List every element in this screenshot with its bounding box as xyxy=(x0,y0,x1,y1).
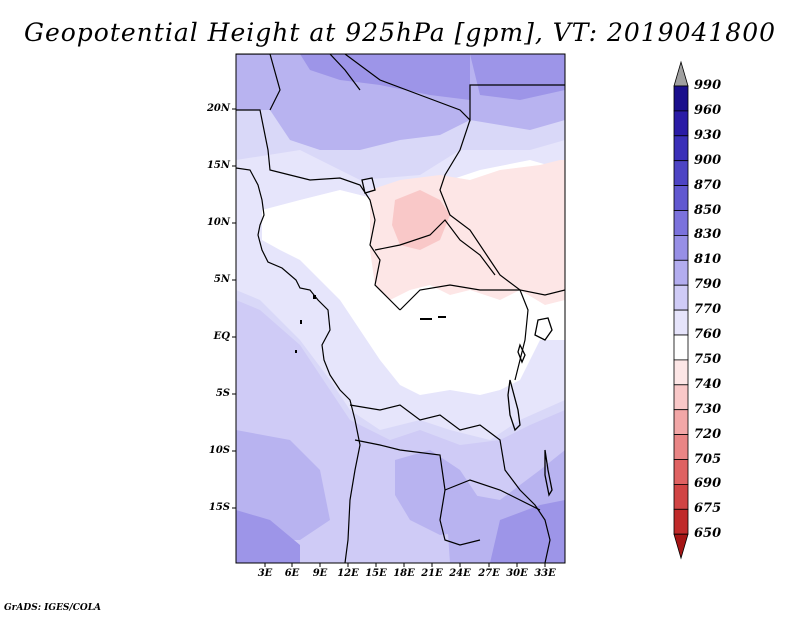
field-830-se xyxy=(490,500,565,563)
colorbar-swatch-675 xyxy=(673,508,689,535)
map-plot xyxy=(236,54,565,563)
colorbar-bottom-arrow xyxy=(673,533,689,560)
lon-label-9e: 9E xyxy=(312,568,328,579)
colorbar xyxy=(673,60,689,560)
lat-ticks xyxy=(232,108,236,509)
field-740 xyxy=(392,190,450,250)
colorbar-label-790: 790 xyxy=(694,277,722,293)
border-north-misc xyxy=(236,54,281,111)
lakes xyxy=(361,177,553,497)
field-830-north xyxy=(300,54,470,100)
colorbar-label-690: 690 xyxy=(694,476,722,492)
colorbar-label-750: 750 xyxy=(694,351,722,367)
lon-label-6e: 6E xyxy=(284,568,300,579)
colorbar-swatch-830 xyxy=(673,234,689,261)
field-810-nw xyxy=(236,54,300,95)
colorbar-swatch-730 xyxy=(673,409,689,436)
field-830-sw xyxy=(236,510,300,563)
lat-label-5n: 5N xyxy=(213,274,230,285)
lon-label-27e: 27E xyxy=(478,568,500,579)
colorbar-label-650: 650 xyxy=(694,526,722,542)
lat-label-20n: 20N xyxy=(206,103,230,114)
boundaries xyxy=(236,54,565,563)
colorbar-swatch-770 xyxy=(673,309,689,336)
colorbar-label-960: 960 xyxy=(694,102,722,118)
lat-label-10s: 10S xyxy=(208,445,230,456)
lat-label-15s: 15S xyxy=(208,502,230,513)
colorbar-label-900: 900 xyxy=(694,152,722,168)
colorbar-swatch-705 xyxy=(673,459,689,485)
colorbar-swatch-720 xyxy=(673,434,689,460)
colorbar-swatch-930 xyxy=(673,135,689,162)
lake-victoria xyxy=(534,317,553,341)
grads-credit: GrADS: IGES/COLA xyxy=(4,603,102,613)
lat-label-5s: 5S xyxy=(215,388,230,399)
lake-tanganyika xyxy=(507,379,521,432)
lon-label-12e: 12E xyxy=(337,568,359,579)
lake-albert xyxy=(517,343,526,364)
border-car xyxy=(374,219,496,276)
colorbar-label-810: 810 xyxy=(694,252,722,268)
coastline xyxy=(236,167,361,563)
colorbar-label-730: 730 xyxy=(694,401,722,417)
lon-ticks xyxy=(264,563,546,567)
colorbar-label-705: 705 xyxy=(694,451,722,467)
border-libya xyxy=(329,54,361,91)
colorbar-swatch-690 xyxy=(673,483,689,510)
lon-label-33e: 33E xyxy=(534,568,556,579)
colorbar-swatch-990 xyxy=(673,85,689,112)
lon-label-15e: 15E xyxy=(365,568,387,579)
colorbar-label-760: 760 xyxy=(694,327,722,342)
colorbar-swatch-900 xyxy=(673,160,689,186)
lon-label-21e: 21E xyxy=(421,568,443,579)
lat-label-eq: EQ xyxy=(213,331,230,342)
lake-malawi xyxy=(544,449,553,497)
border-zambia xyxy=(444,479,541,511)
border-congo xyxy=(399,284,529,381)
colorbar-label-990: 990 xyxy=(694,78,722,93)
border-drc-south xyxy=(349,404,551,563)
field-830-ne xyxy=(470,54,565,100)
border-sahel xyxy=(236,109,401,311)
colorbar-label-870: 870 xyxy=(694,177,722,193)
lat-label-15n: 15N xyxy=(206,160,230,171)
colorbar-swatch-790 xyxy=(673,284,689,311)
border-chad xyxy=(344,54,565,122)
colorbar-swatch-870 xyxy=(673,185,689,211)
colorbar-swatch-960 xyxy=(673,110,689,137)
colorbar-swatch-740 xyxy=(673,384,689,411)
lake-chad xyxy=(361,177,376,194)
border-sudan xyxy=(439,119,565,296)
map-frame xyxy=(235,53,566,564)
islands xyxy=(295,295,446,353)
lon-label-3e: 3E xyxy=(257,568,273,579)
colorbar-swatch-750 xyxy=(673,359,689,386)
colorbar-top-arrow xyxy=(673,60,689,87)
colorbar-label-675: 675 xyxy=(694,501,722,517)
chart-title: Geopotential Height at 925hPa [gpm], VT:… xyxy=(23,18,777,47)
lon-label-24e: 24E xyxy=(449,568,471,579)
lat-label-10n: 10N xyxy=(206,217,230,228)
lon-label-18e: 18E xyxy=(393,568,415,579)
colorbar-label-720: 720 xyxy=(694,426,722,442)
colorbar-label-740: 740 xyxy=(694,376,722,392)
colorbar-label-850: 850 xyxy=(694,202,722,218)
colorbar-swatch-760 xyxy=(673,334,689,361)
colorbar-label-930: 930 xyxy=(694,127,722,143)
colorbar-swatch-850 xyxy=(673,210,689,236)
colorbar-label-770: 770 xyxy=(694,302,722,318)
colorbar-swatch-810 xyxy=(673,259,689,286)
field-810-south xyxy=(236,430,330,540)
colorbar-label-830: 830 xyxy=(694,227,722,243)
lon-label-30e: 30E xyxy=(506,568,528,579)
